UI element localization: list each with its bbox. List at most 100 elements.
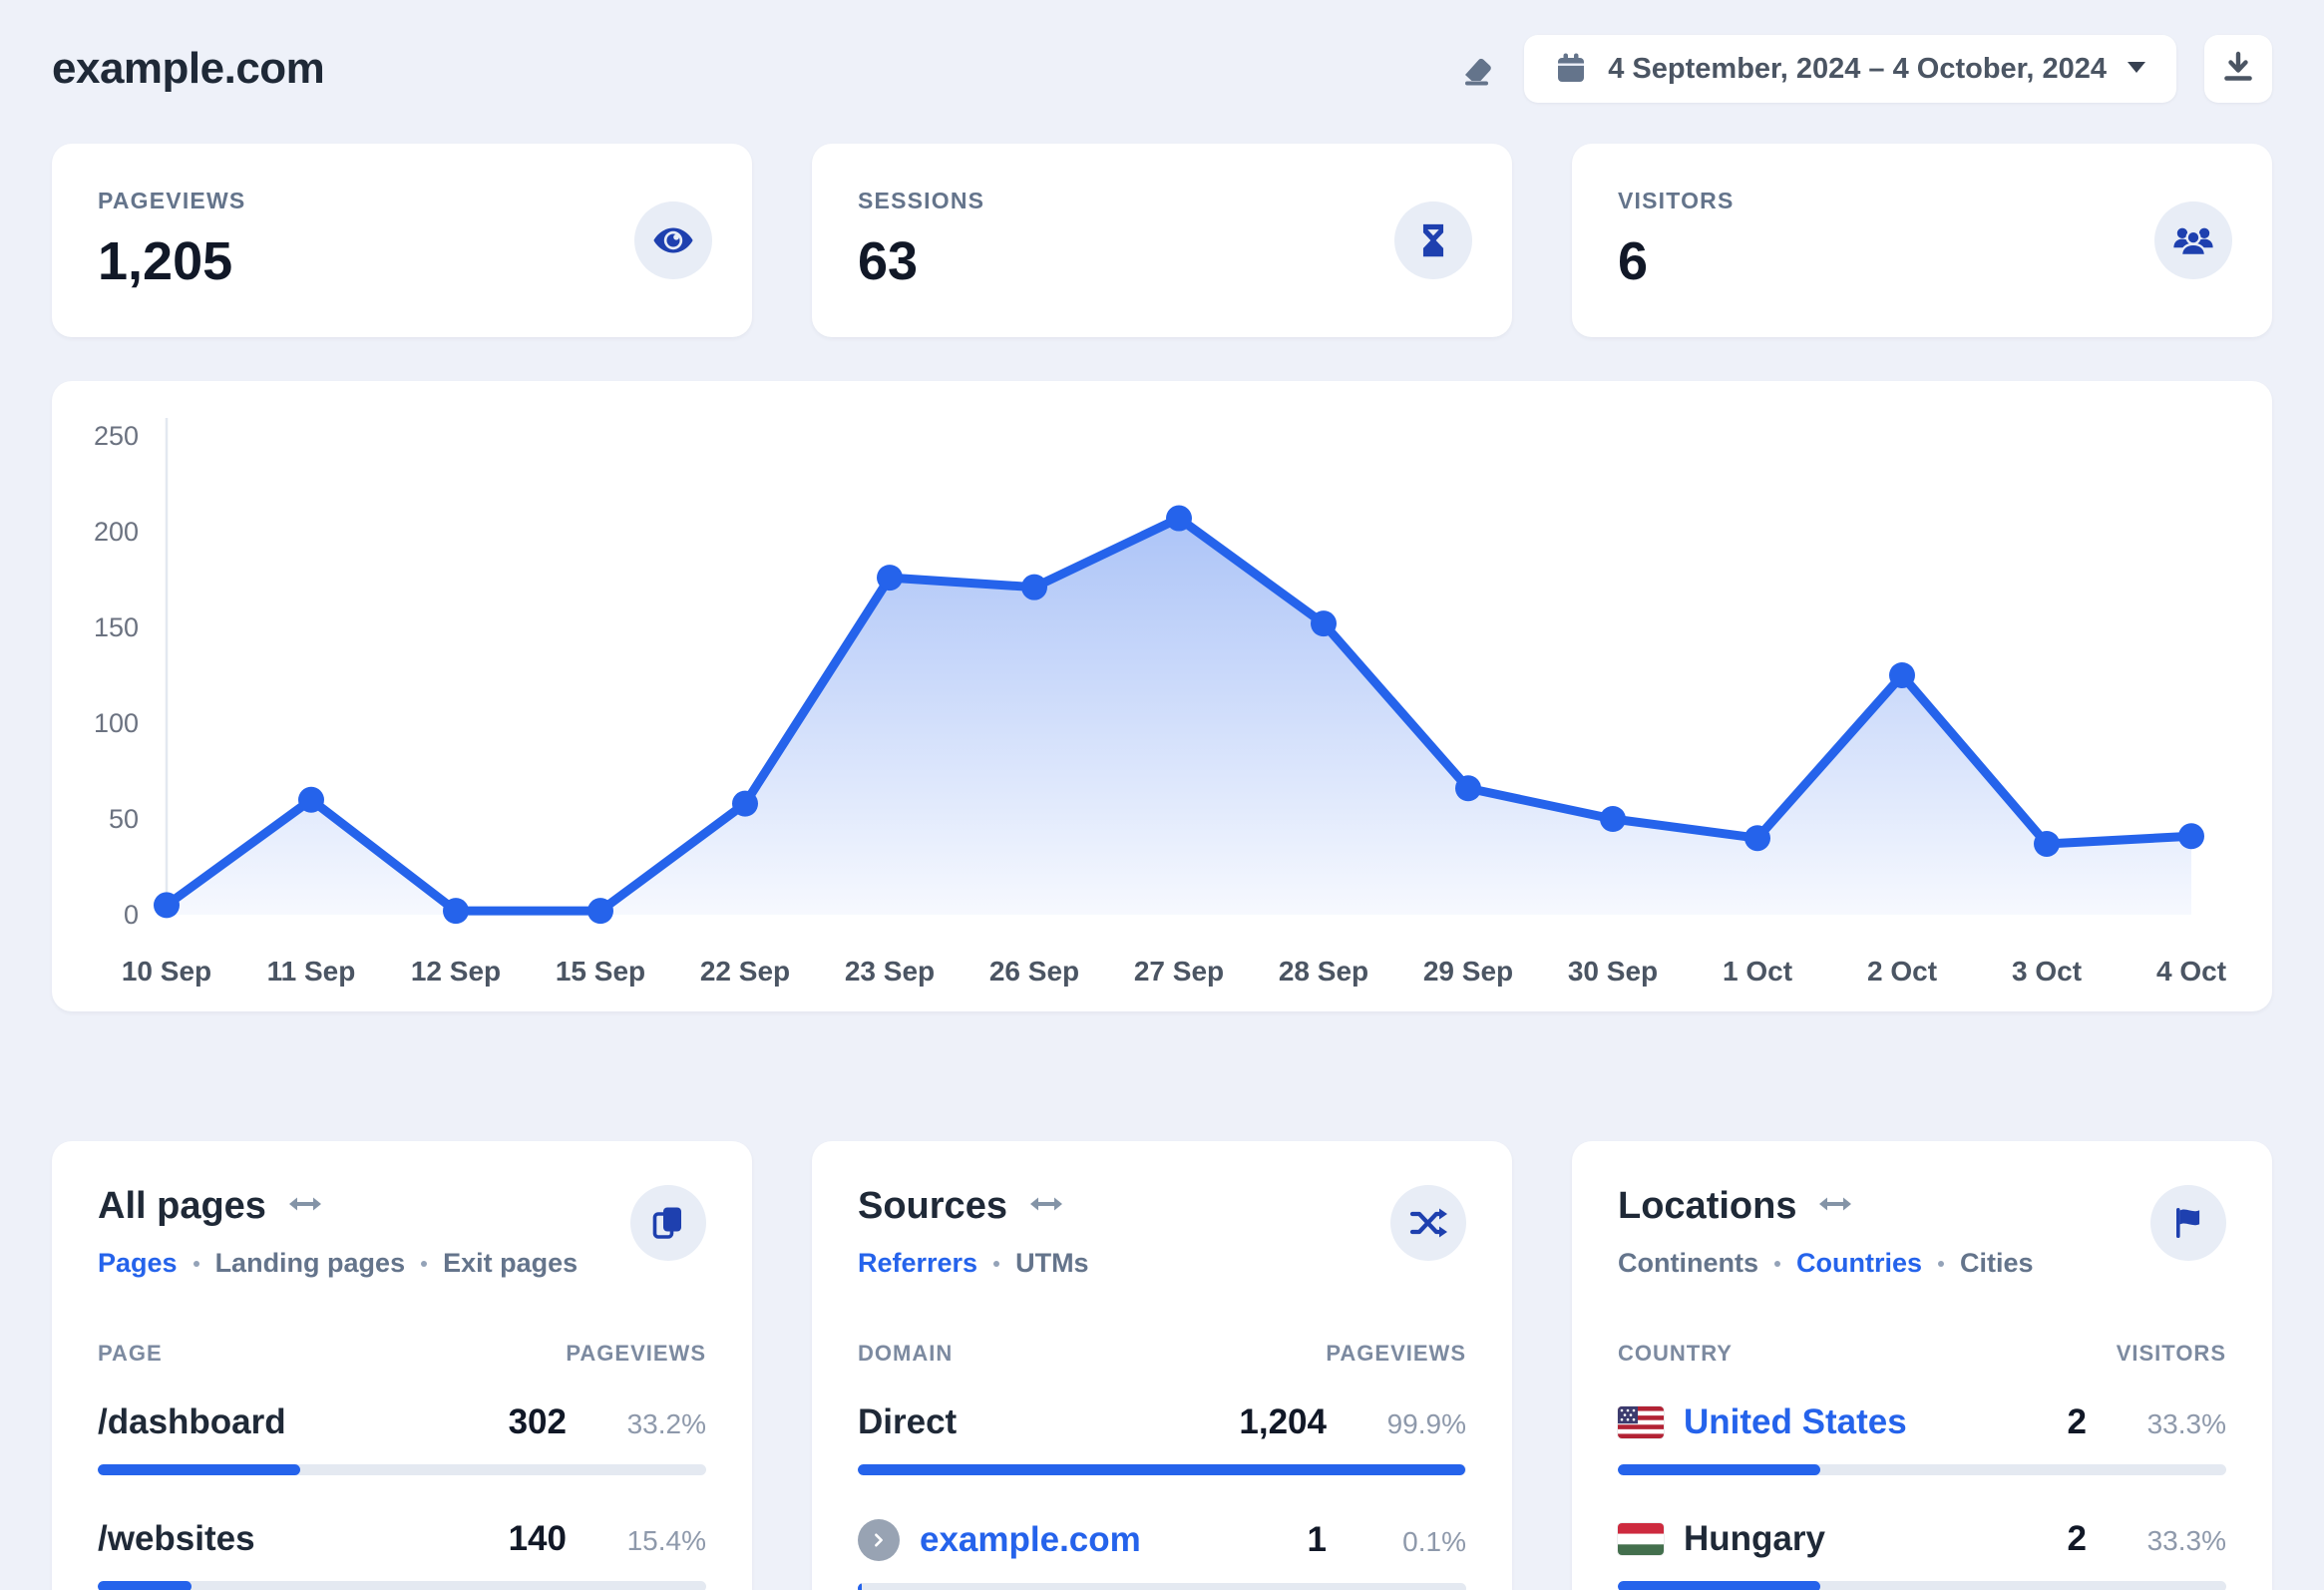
row-percent: 0.1% xyxy=(1402,1526,1466,1557)
svg-text:30 Sep: 30 Sep xyxy=(1568,956,1658,987)
tab-separator xyxy=(421,1260,428,1267)
tab-utms[interactable]: UTMs xyxy=(1015,1248,1089,1278)
date-range-text: 4 September, 2024 – 4 October, 2024 xyxy=(1608,52,2107,85)
row-value: 2 xyxy=(2067,1402,2087,1441)
download-icon xyxy=(2221,51,2255,88)
chevron-right-icon xyxy=(858,1519,900,1561)
copy-pages-icon[interactable] xyxy=(630,1185,706,1261)
page-name: /websites xyxy=(98,1519,255,1558)
download-report-button[interactable] xyxy=(2204,35,2272,103)
clear-filters-button[interactable] xyxy=(1458,49,1496,90)
stat-card-visitors: VISITORS 6 xyxy=(1572,144,2272,337)
pages-panel-title: All pages xyxy=(98,1185,266,1227)
table-row[interactable]: Hungary 2 33.3% xyxy=(1618,1519,2226,1590)
svg-text:0: 0 xyxy=(124,900,139,930)
double-arrow-icon xyxy=(288,1194,322,1219)
visitors-col-header: VISITORS xyxy=(2116,1341,2226,1366)
svg-text:22 Sep: 22 Sep xyxy=(700,956,790,987)
svg-text:10 Sep: 10 Sep xyxy=(122,956,211,987)
svg-text:3 Oct: 3 Oct xyxy=(2012,956,2082,987)
progress-bar xyxy=(1618,1581,2226,1590)
svg-text:23 Sep: 23 Sep xyxy=(845,956,935,987)
us-flag-icon xyxy=(1618,1406,1664,1438)
tab-cities[interactable]: Cities xyxy=(1960,1248,2034,1278)
svg-text:29 Sep: 29 Sep xyxy=(1423,956,1513,987)
country-link[interactable]: United States xyxy=(1618,1402,1907,1442)
svg-text:150: 150 xyxy=(94,612,139,642)
source-link[interactable]: example.com xyxy=(858,1519,1141,1561)
table-row[interactable]: /dashboard 302 33.2% xyxy=(98,1402,706,1475)
page-name: /dashboard xyxy=(98,1402,286,1441)
pageviews-value: 1,205 xyxy=(98,231,233,291)
row-percent: 33.3% xyxy=(2146,1525,2226,1556)
svg-text:26 Sep: 26 Sep xyxy=(989,956,1079,987)
row-percent: 99.9% xyxy=(1386,1408,1466,1439)
row-percent: 15.4% xyxy=(626,1525,706,1556)
row-value: 1 xyxy=(1307,1520,1327,1559)
people-icon xyxy=(2154,201,2232,279)
sessions-label: SESSIONS xyxy=(858,188,985,213)
header-actions: 4 September, 2024 – 4 October, 2024 xyxy=(1458,35,2272,103)
date-range-picker[interactable]: 4 September, 2024 – 4 October, 2024 xyxy=(1524,35,2176,103)
flag-icon[interactable] xyxy=(2150,1185,2226,1261)
tab-exit-pages[interactable]: Exit pages xyxy=(443,1248,579,1278)
pages-tabs: Pages Landing pages Exit pages xyxy=(98,1248,578,1279)
calendar-icon xyxy=(1554,51,1588,88)
source-name: Direct xyxy=(858,1402,958,1441)
country-col-header: COUNTRY xyxy=(1618,1341,1733,1366)
table-row[interactable]: Direct 1,204 99.9% xyxy=(858,1402,1466,1475)
double-arrow-icon xyxy=(1818,1194,1852,1219)
tab-separator xyxy=(193,1260,199,1267)
visitors-label: VISITORS xyxy=(1618,188,1735,213)
progress-bar xyxy=(98,1464,706,1475)
row-percent: 33.3% xyxy=(2146,1408,2226,1439)
tab-continents[interactable]: Continents xyxy=(1618,1248,1758,1278)
locations-tabs: Continents Countries Cities xyxy=(1618,1248,2034,1279)
tab-referrers[interactable]: Referrers xyxy=(858,1248,978,1278)
pageviews-label: PAGEVIEWS xyxy=(98,188,246,213)
stats-row: PAGEVIEWS 1,205 SESSIONS 63 xyxy=(52,144,2272,337)
site-title: example.com xyxy=(52,44,325,93)
stat-card-pageviews: PAGEVIEWS 1,205 xyxy=(52,144,752,337)
table-row[interactable]: /websites 140 15.4% xyxy=(98,1519,706,1590)
pageviews-col-header: PAGEVIEWS xyxy=(1326,1341,1466,1366)
progress-bar xyxy=(1618,1464,2226,1475)
row-percent: 33.2% xyxy=(626,1408,706,1439)
chevron-down-icon xyxy=(2127,61,2146,77)
svg-text:50: 50 xyxy=(109,804,139,834)
sources-tabs: Referrers UTMs xyxy=(858,1248,1089,1279)
svg-text:200: 200 xyxy=(94,517,139,547)
eraser-icon xyxy=(1458,49,1496,90)
pages-col-header: PAGE xyxy=(98,1341,163,1366)
row-value: 302 xyxy=(508,1402,567,1441)
row-value: 2 xyxy=(2067,1519,2087,1558)
tab-landing-pages[interactable]: Landing pages xyxy=(214,1248,406,1278)
svg-text:2 Oct: 2 Oct xyxy=(1867,956,1937,987)
country-name: Hungary xyxy=(1618,1519,1825,1559)
pages-panel: All pages Pages Landing pages xyxy=(52,1141,752,1590)
locations-panel-title: Locations xyxy=(1618,1185,1797,1227)
panels-row: All pages Pages Landing pages xyxy=(52,1141,2272,1590)
row-value: 1,204 xyxy=(1239,1402,1327,1441)
row-value: 140 xyxy=(508,1519,567,1558)
pageviews-trend-card: 0 50 100 150 200 250 10 Sep 11 Sep 12 Sep 15 Sep 2… xyxy=(52,381,2272,1011)
svg-text:1 Oct: 1 Oct xyxy=(1723,956,1792,987)
locations-panel: Locations Continents Countries xyxy=(1572,1141,2272,1590)
svg-text:28 Sep: 28 Sep xyxy=(1279,956,1368,987)
trend-chart[interactable]: 0 50 100 150 200 250 10 Sep 11 Sep 12 Sep 15 Sep 2… xyxy=(52,381,2272,1011)
stat-card-sessions: SESSIONS 63 xyxy=(812,144,1512,337)
svg-text:12 Sep: 12 Sep xyxy=(411,956,501,987)
table-row[interactable]: example.com 1 0.1% xyxy=(858,1519,1466,1590)
tab-countries[interactable]: Countries xyxy=(1796,1248,1923,1278)
tab-pages[interactable]: Pages xyxy=(98,1248,178,1278)
svg-text:27 Sep: 27 Sep xyxy=(1134,956,1224,987)
domain-col-header: DOMAIN xyxy=(858,1341,954,1366)
table-row[interactable]: United States 2 33.3% xyxy=(1618,1402,2226,1475)
shuffle-icon[interactable] xyxy=(1390,1185,1466,1261)
sources-panel: Sources Referrers UTMs xyxy=(812,1141,1512,1590)
eye-icon xyxy=(634,201,712,279)
tab-separator xyxy=(1938,1260,1945,1267)
svg-text:15 Sep: 15 Sep xyxy=(556,956,645,987)
tab-separator xyxy=(1774,1260,1780,1267)
